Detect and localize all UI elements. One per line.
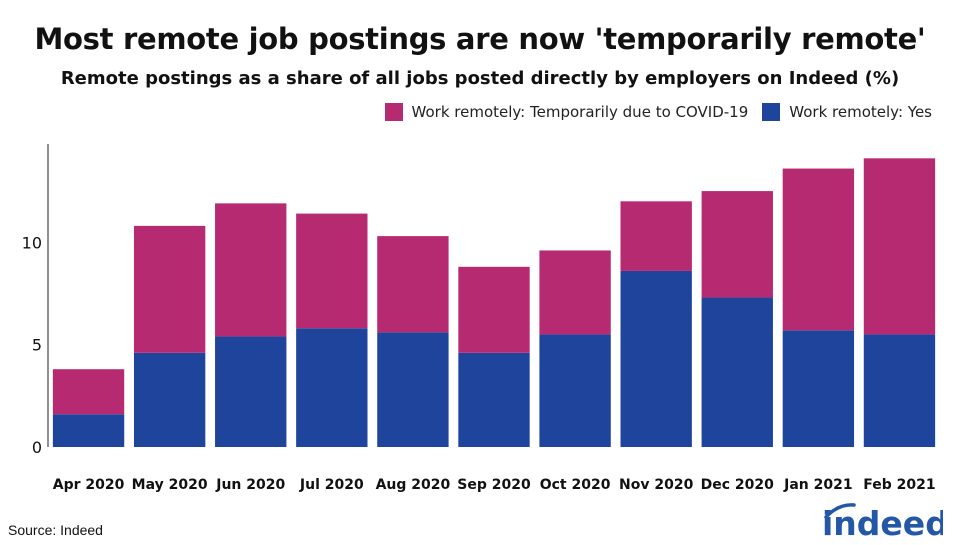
bar-temporary [296, 213, 368, 329]
x-tick-label: Nov 2020 [619, 477, 694, 493]
chart-title: Most remote job postings are now 'tempor… [34, 22, 926, 56]
bar-temporary [52, 369, 125, 415]
x-tick-label: May 2020 [132, 477, 208, 493]
bar-temporary [782, 168, 855, 331]
x-tick-label: Dec 2020 [701, 477, 775, 493]
bar-temporary [863, 158, 936, 335]
x-tick-label: Sep 2020 [457, 477, 531, 493]
bar-yes [863, 334, 936, 447]
x-tick-label: Apr 2020 [53, 477, 125, 493]
x-tick-label: Jun 2020 [215, 477, 285, 493]
x-tick-label: Aug 2020 [376, 477, 451, 493]
bar-temporary [620, 201, 692, 271]
bar-temporary [701, 191, 773, 298]
bar-yes [296, 328, 368, 447]
x-tick-label: Oct 2020 [540, 477, 611, 493]
bar-yes [377, 332, 449, 447]
bar-temporary [458, 266, 530, 353]
indeed-logo: indeed [822, 503, 943, 542]
svg-text:indeed: indeed [822, 504, 943, 542]
bar-yes [539, 334, 611, 447]
bar-yes [701, 297, 773, 447]
legend-label-temporary: Work remotely: Temporarily due to COVID-… [411, 103, 749, 121]
legend-item-temporary: Work remotely: Temporarily due to COVID-… [384, 103, 749, 121]
x-tick-label: Feb 2021 [863, 477, 935, 493]
legend-item-yes: Work remotely: Yes [762, 103, 932, 121]
x-tick-label: Jan 2021 [783, 477, 852, 493]
chart-subtitle: Remote postings as a share of all jobs p… [60, 68, 900, 89]
bar-temporary [215, 203, 287, 337]
legend-label-yes: Work remotely: Yes [789, 103, 932, 121]
bar-temporary [539, 250, 611, 335]
bar-yes [133, 352, 206, 447]
bar-temporary [377, 236, 449, 333]
bar-yes [458, 352, 530, 447]
bar-yes [215, 336, 287, 447]
y-tick-label: 0 [32, 438, 42, 457]
bar-yes [620, 270, 692, 447]
legend-swatch-temporary [384, 103, 403, 121]
legend-swatch-yes [762, 103, 781, 121]
bar-yes [52, 414, 125, 447]
legend: Work remotely: Temporarily due to COVID-… [371, 103, 932, 121]
x-tick-label: Jul 2020 [299, 477, 364, 493]
bar-temporary [133, 225, 206, 353]
source-note: Source: Indeed [8, 522, 103, 538]
y-tick-label: 10 [22, 233, 42, 252]
y-tick-label: 5 [32, 336, 42, 355]
bar-yes [782, 330, 855, 447]
